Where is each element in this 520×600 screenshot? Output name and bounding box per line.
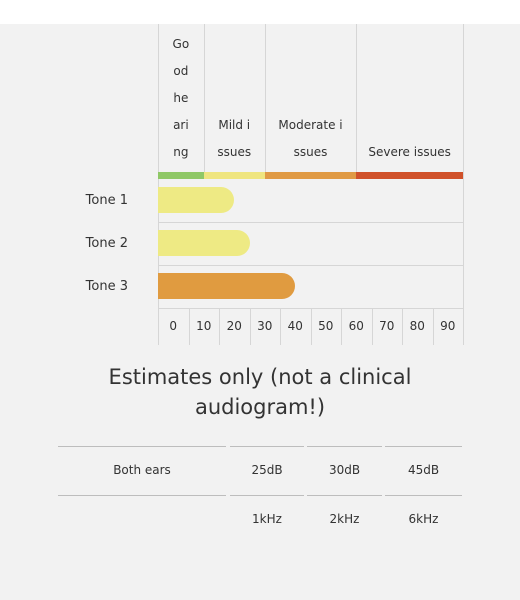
- axis-line: [463, 24, 464, 345]
- table-rule: [307, 495, 382, 496]
- category-label: Tone 1: [85, 192, 128, 208]
- tick-line: [402, 308, 403, 345]
- band: [203, 172, 265, 179]
- band-divider: [356, 24, 358, 172]
- tick-line: [188, 308, 190, 345]
- band-divider: [203, 24, 205, 172]
- x-tick-label: 60: [348, 319, 364, 333]
- category-label: Tone 3: [85, 278, 128, 294]
- table-cell: 2kHz: [329, 512, 360, 526]
- tick-line: [280, 308, 281, 345]
- tick-line: [310, 308, 312, 345]
- row-line: [158, 222, 463, 223]
- axis-line: [158, 24, 159, 345]
- table-rule: [58, 446, 226, 447]
- table-rule: [58, 495, 226, 496]
- tick-line: [432, 308, 434, 345]
- table-cell: 25dB: [251, 463, 283, 477]
- table-rule: [307, 446, 382, 447]
- header-strip: [0, 0, 520, 24]
- band: [264, 172, 357, 179]
- tick-line: [249, 308, 251, 345]
- bar: [158, 273, 296, 299]
- table-cell: 30dB: [328, 463, 361, 477]
- tick-line: [341, 308, 342, 345]
- table-rule: [230, 495, 304, 496]
- x-tick-label: 20: [226, 319, 242, 333]
- table-rule: [230, 446, 304, 447]
- x-tick-label: 10: [196, 319, 212, 333]
- x-tick-label: 70: [379, 319, 395, 333]
- table-row-label: Both ears: [113, 463, 171, 477]
- row-line: [158, 265, 463, 266]
- x-tick-label: 40: [287, 319, 303, 333]
- band-label: Severe issues: [368, 145, 451, 159]
- bar: [158, 230, 250, 256]
- table-cell: 1kHz: [252, 512, 282, 526]
- x-tick-label: 80: [409, 319, 425, 333]
- band: [356, 172, 463, 179]
- x-tick-label: 90: [440, 319, 456, 333]
- band-divider: [264, 24, 266, 172]
- table-cell: 6kHz: [408, 512, 439, 526]
- table-cell: 45dB: [407, 463, 440, 477]
- bar: [158, 187, 235, 213]
- tick-line: [371, 308, 373, 345]
- table-rule: [385, 495, 462, 496]
- x-tick-label: 50: [318, 319, 334, 333]
- table-rule: [385, 446, 462, 447]
- caption: Estimates only (not a clinical audiogram…: [108, 365, 412, 419]
- band: [158, 172, 204, 179]
- x-tick-label: 0: [169, 319, 178, 333]
- band-label: Good hearing: [172, 37, 190, 159]
- band-label: Moderate issues: [278, 118, 343, 159]
- tick-line: [219, 308, 220, 345]
- x-tick-label: 30: [257, 319, 273, 333]
- category-label: Tone 2: [85, 235, 128, 251]
- band-label: Mild issues: [217, 118, 252, 159]
